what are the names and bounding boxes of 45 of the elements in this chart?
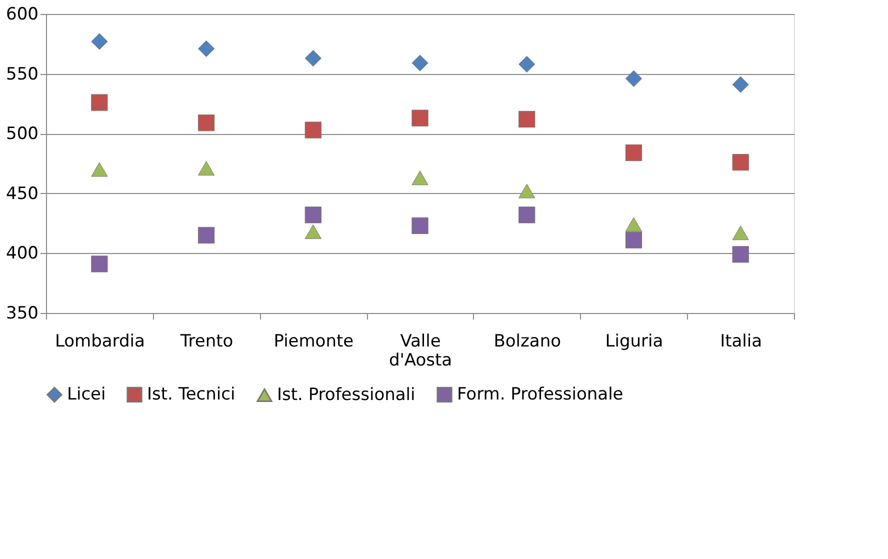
legend-label: Ist. Professionali	[277, 385, 416, 406]
point	[625, 232, 642, 248]
point	[732, 226, 749, 240]
point	[91, 33, 108, 50]
point	[518, 184, 536, 198]
x-tick-label: Trento	[179, 332, 234, 352]
point	[91, 94, 108, 111]
point	[412, 54, 428, 72]
point	[91, 162, 108, 177]
point	[732, 76, 749, 93]
point	[304, 224, 322, 239]
point	[304, 122, 322, 138]
point	[198, 40, 215, 57]
point	[304, 50, 322, 67]
y-tick-label: 550	[6, 64, 38, 84]
x-tick-label: Liguria	[605, 332, 664, 352]
point	[625, 70, 642, 87]
point	[412, 217, 428, 234]
legend-label: Ist. Tecnici	[147, 384, 236, 405]
point	[732, 246, 749, 263]
point	[518, 110, 536, 128]
point	[625, 144, 642, 162]
y-tick-label: 400	[6, 244, 38, 264]
x-tick-label: Italia	[720, 332, 762, 352]
point	[198, 226, 215, 244]
point	[91, 256, 108, 272]
y-tick-label: 500	[6, 124, 38, 144]
legend-label: Form. Professionale	[457, 384, 624, 405]
point	[198, 161, 215, 176]
point	[198, 114, 215, 132]
point	[518, 56, 536, 73]
x-tick-label: Piemonte	[274, 332, 354, 352]
point	[625, 217, 642, 232]
point	[412, 170, 428, 186]
x-tick-label: Valle d'Aosta	[388, 332, 452, 370]
legend-label: Licei	[67, 384, 106, 405]
y-tick-label: 350	[6, 304, 38, 324]
point	[412, 110, 428, 126]
point	[304, 206, 322, 224]
point	[518, 206, 536, 224]
x-tick-label: Lombardia	[54, 332, 145, 352]
y-tick-label: 600	[6, 4, 38, 24]
y-tick-label: 450	[6, 184, 38, 204]
x-tick-label: Bolzano	[494, 332, 562, 352]
point	[732, 154, 749, 171]
